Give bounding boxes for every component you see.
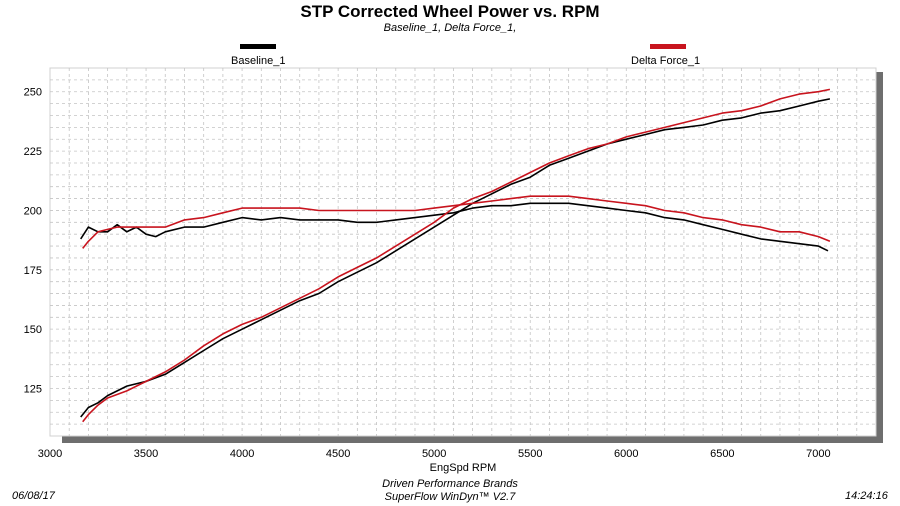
series-line-delta-force-1-flat [82,195,831,249]
series-line-baseline-1-rising [80,98,831,418]
footer-software: SuperFlow WinDyn™ V2.7 [384,491,516,503]
legend-delta-force-label: Delta Force_1 [631,55,701,67]
x-tick-label: 7000 [806,448,830,460]
x-tick-label: 3000 [38,448,62,460]
footer-date: 06/08/17 [12,490,55,502]
footer-time: 14:24:16 [845,490,888,502]
chart-subtitle: Baseline_1, Delta Force_1, [383,22,517,34]
x-tick-label: 3500 [134,448,158,460]
chart-title: STP Corrected Wheel Power vs. RPM [300,2,600,21]
y-tick-label: 200 [24,205,42,217]
x-tick-label: 4000 [230,448,254,460]
plot-shadow-bottom [62,436,883,443]
x-tick-label: 4500 [326,448,350,460]
series-line-baseline-1-flat [80,202,829,252]
series-line-delta-force-1-rising [82,88,831,423]
y-tick-label: 175 [24,265,42,277]
footer-company: Driven Performance Brands [382,478,518,490]
y-tick-label: 125 [24,384,42,396]
legend-baseline-label: Baseline_1 [231,55,286,67]
x-tick-label: 6500 [710,448,734,460]
plot-shadow-right [876,72,883,443]
legend-baseline-swatch [240,44,276,49]
y-tick-label: 150 [24,324,42,336]
x-tick-label: 5000 [422,448,446,460]
x-axis-label: EngSpd RPM [430,462,497,474]
y-tick-label: 250 [24,87,42,99]
y-tick-label: 225 [24,146,42,158]
plot-area [49,67,877,437]
x-tick-label: 6000 [614,448,638,460]
x-tick-label: 5500 [518,448,542,460]
legend-delta-force-swatch [650,44,686,49]
